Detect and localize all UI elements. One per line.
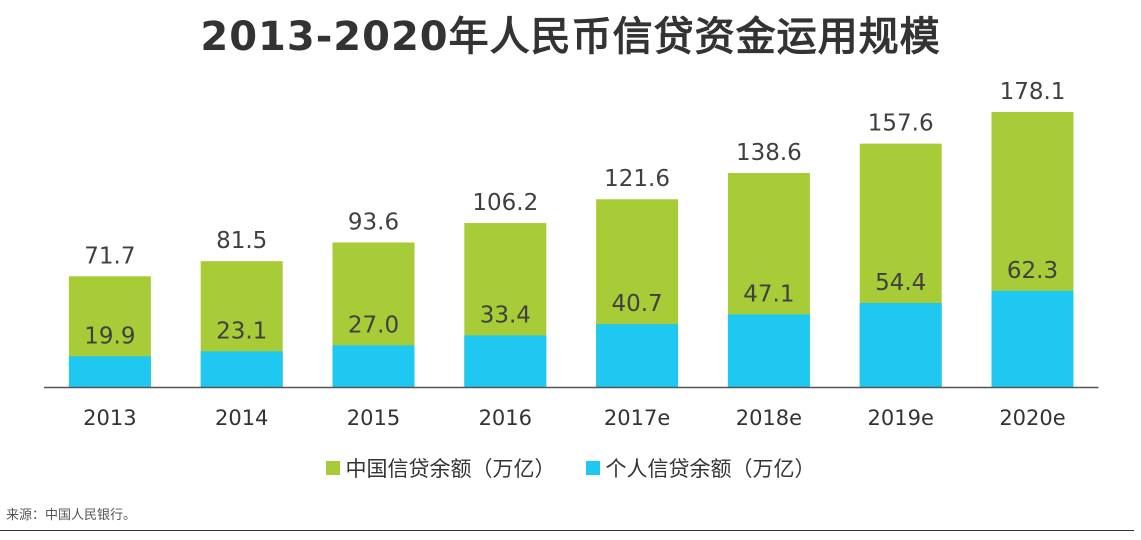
data-label-total-2018e: 138.6 [736, 140, 802, 166]
x-tick-label-2020e: 2020e [999, 406, 1065, 430]
legend-swatch-total [325, 461, 340, 475]
x-tick-label-2019e: 2019e [868, 406, 934, 430]
data-label-total-2020e: 178.1 [1000, 79, 1066, 105]
source-note: 来源：中国人民银行。 [6, 508, 137, 523]
bar-personal-2020e [991, 290, 1074, 387]
data-label-total-2017e: 121.6 [604, 166, 670, 192]
data-label-personal-2018e: 47.1 [743, 281, 794, 307]
legend-swatch-personal [585, 461, 600, 475]
legend: 中国信贷余额（万亿） 个人信贷余额（万亿） [0, 453, 1141, 483]
legend-label-personal: 个人信贷余额（万亿） [605, 457, 816, 481]
bar-personal-2015 [332, 345, 415, 387]
data-label-personal-2020e: 62.3 [1007, 258, 1058, 284]
x-tick-label-2015: 2015 [347, 406, 400, 430]
bar-personal-2017e [596, 324, 679, 387]
legend-item-personal: 个人信贷余额（万亿） [585, 453, 816, 483]
bar-chart: 71.7 19.9 2013 81.5 23.1 2014 93.6 27.0 2015 106.… [44, 79, 1099, 430]
x-tick-label-2017e: 2017e [604, 406, 670, 430]
x-tick-label-2016: 2016 [479, 406, 532, 430]
data-label-total-2013: 71.7 [84, 243, 135, 269]
bar-personal-2018e [727, 314, 810, 387]
data-label-personal-2016: 33.4 [480, 302, 531, 328]
bottom-divider [0, 530, 1134, 531]
legend-label-total: 中国信贷余额（万亿） [345, 457, 556, 481]
data-label-total-2015: 93.6 [348, 209, 399, 235]
bar-personal-2014 [200, 351, 283, 387]
bar-personal-2016 [464, 335, 547, 387]
x-tick-label-2018e: 2018e [736, 406, 802, 430]
data-label-total-2019e: 157.6 [868, 111, 934, 137]
bar-personal-2013 [68, 356, 151, 387]
x-tick-label-2013: 2013 [83, 406, 136, 430]
data-label-personal-2019e: 54.4 [875, 270, 926, 296]
data-label-personal-2014: 23.1 [216, 318, 267, 344]
x-tick-label-2014: 2014 [215, 406, 268, 430]
bar-personal-2019e [859, 303, 942, 387]
data-label-total-2016: 106.2 [472, 190, 538, 216]
data-label-personal-2017e: 40.7 [611, 291, 662, 317]
data-label-total-2014: 81.5 [216, 228, 267, 254]
legend-item-total: 中国信贷余额（万亿） [325, 453, 556, 483]
data-label-personal-2015: 27.0 [348, 312, 399, 338]
chart-title: 2013-2020年人民币信贷资金运用规模 [200, 14, 941, 60]
data-label-personal-2013: 19.9 [84, 323, 135, 349]
